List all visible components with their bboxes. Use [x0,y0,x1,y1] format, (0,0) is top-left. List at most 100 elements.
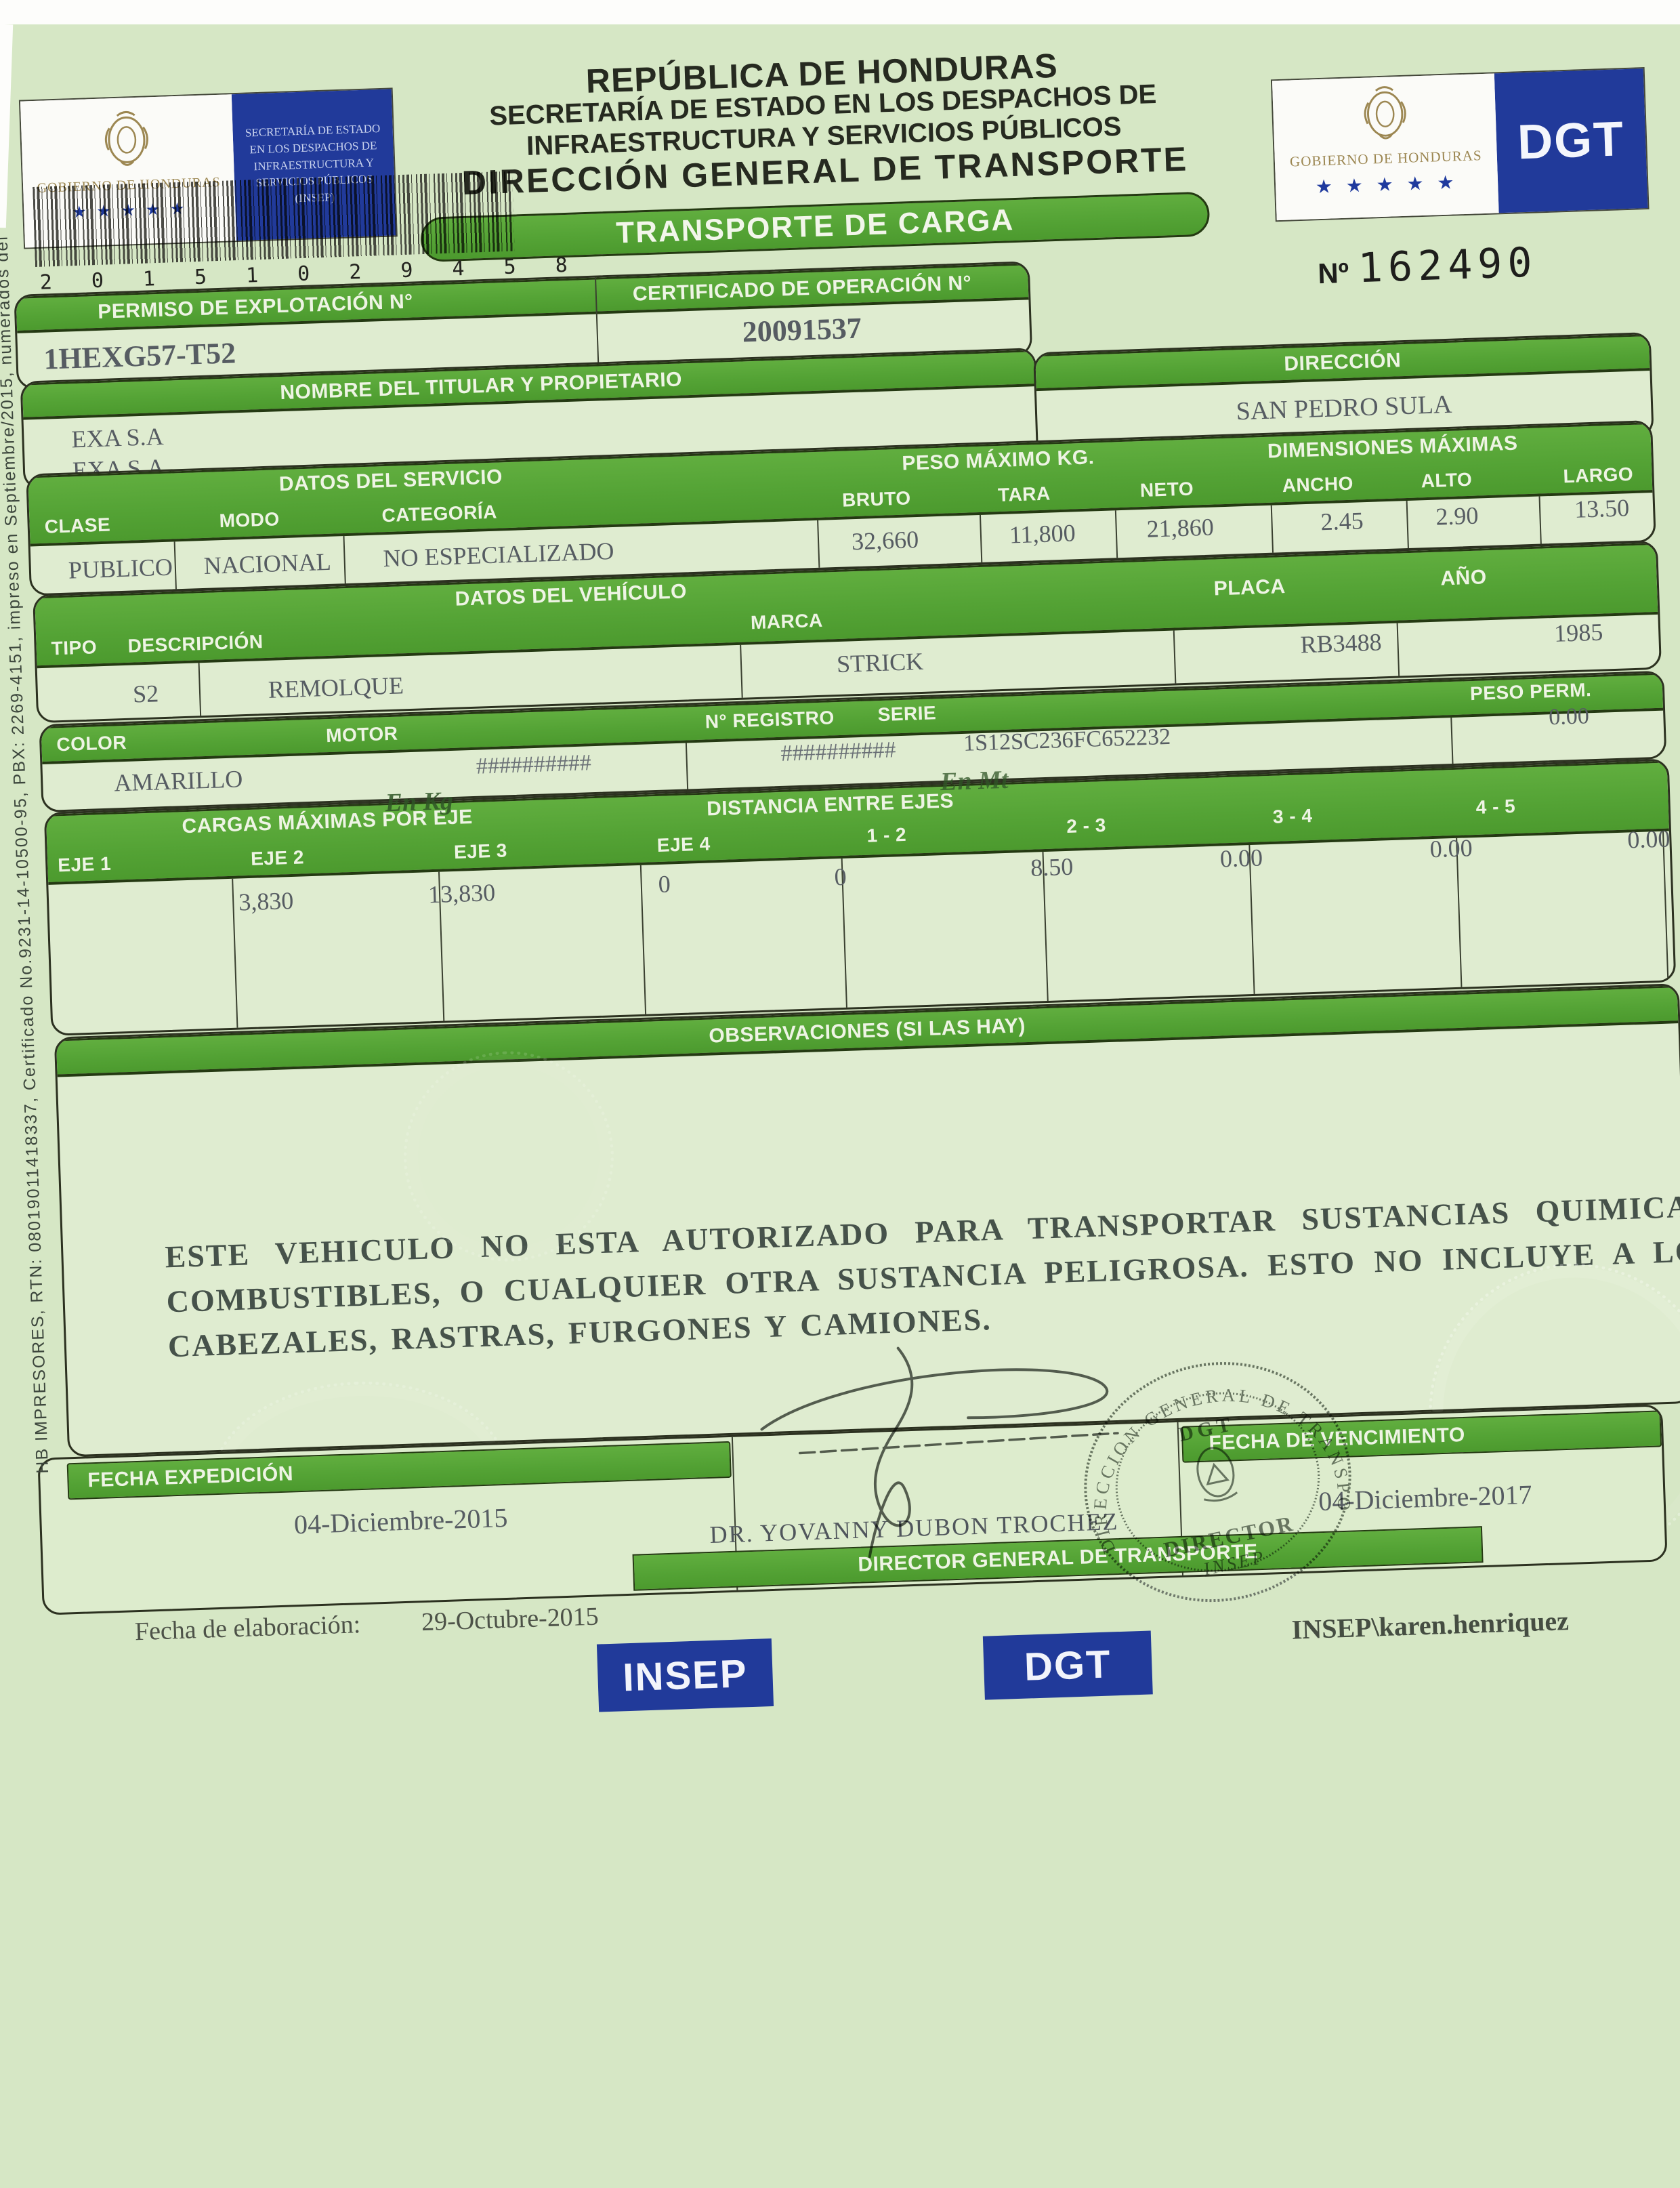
divider [173,541,177,594]
tipo-label: TIPO [51,636,98,659]
modo-label: MODO [219,508,280,532]
categoria-value: NO ESPECIALIZADO [382,537,615,573]
ancho-value: 2.45 [1320,507,1364,536]
logo-right-blue-panel: DGT [1494,68,1648,213]
motor-label: MOTOR [325,722,398,747]
document-number-label: Nº [1317,256,1349,290]
largo-label: LARGO [1563,463,1634,487]
marca-value: STRICK [836,647,924,678]
insep-footer-box: INSEP [596,1638,774,1712]
serie-label: SERIE [877,702,937,726]
divider [343,536,346,588]
divider [1450,718,1454,768]
form-content: REPÚBLICA DE HONDURAS SECRETARÍA DE ESTA… [0,24,1680,2187]
expedicion-value: 04-Diciembre-2015 [293,1502,509,1540]
insep-logo-left: GOBIERNO DE HONDURAS ★ ★ ★ ★ ★ SECRETARÍ… [18,87,398,249]
signature [760,1346,1119,1559]
descripcion-label: DESCRIPCIÓN [127,631,264,657]
divider [1114,510,1118,562]
d23-value: 8.50 [1030,852,1074,882]
user-stamp: INSEP\karen.henriquez [1291,1605,1570,1645]
svg-text:DGT: DGT [1177,1413,1236,1446]
divider [740,644,743,702]
tara-value: 11,800 [1009,519,1076,549]
marca-label: MARCA [750,609,824,634]
titular-value-1: EXA S.A [70,422,165,453]
bruto-value: 32,660 [851,525,919,556]
banner-label: TRANSPORTE DE CARGA [615,203,1015,250]
tipo-value: S2 [132,680,159,708]
tara-label: TARA [997,482,1051,506]
d45-label: 4 - 5 [1475,795,1516,818]
logo-right-dgt-label: DGT [1516,112,1626,170]
logo-left-white-panel: GOBIERNO DE HONDURAS ★ ★ ★ ★ ★ [20,94,236,248]
d45-value: 0.00 [1429,834,1473,863]
banner-transporte-carga: TRANSPORTE DE CARGA [419,191,1211,263]
d12-label: 1 - 2 [866,823,907,846]
d23-label: 2 - 3 [1066,814,1107,837]
honduras-crest-icon [1364,86,1406,140]
d34-label: 3 - 4 [1272,804,1313,827]
eje1-label: EJE 1 [57,852,112,876]
alto-value: 2.90 [1435,501,1479,531]
barcode [33,171,515,267]
alto-label: ALTO [1421,468,1473,492]
elaboracion-value: 29-Octubre-2015 [421,1602,600,1637]
dgt-stamp-icon: DIRECCION GENERAL DE TRANSPORTE DGT DIRE… [1068,1345,1360,1603]
ancho-label: ANCHO [1282,472,1354,497]
modo-value: NACIONAL [203,548,332,579]
placa-label: PLACA [1213,575,1286,600]
divider [685,743,689,793]
dgt-footer-box: DGT [982,1630,1153,1700]
registro-label: N° REGISTRO [705,707,835,732]
eje4-label: EJE 4 [656,833,711,856]
green-paper: REPÚBLICA DE HONDURAS SECRETARÍA DE ESTA… [0,24,1680,2188]
scan-strip-top [0,0,1680,24]
document-number: Nº 162490 [1317,239,1538,293]
divider [1173,630,1177,688]
honduras-crest-icon [104,110,148,166]
peso-perm-label: PESO PERM. [1469,679,1592,705]
anio-label: AÑO [1440,566,1488,590]
dgt-footer-label: DGT [1024,1641,1112,1689]
divider [1396,623,1400,680]
divider [639,865,647,1018]
eje2-label: EJE 2 [250,846,305,869]
neto-value: 21,860 [1146,513,1215,543]
clase-label: CLASE [44,514,111,537]
registro-value: ########## [780,737,897,766]
extra-value: 0.00 [1626,825,1671,854]
color-label: COLOR [56,731,127,756]
placa-value: RB3488 [1299,628,1383,659]
divider [817,520,820,572]
eje4-value: 0 [658,870,671,898]
motor-value: ########## [476,750,592,779]
divider [232,878,238,1032]
insep-footer-label: INSEP [622,1651,749,1699]
dgt-logo-right: GOBIERNO DE HONDURAS ★ ★ ★ ★ ★ DGT [1270,67,1650,222]
elaboracion-label: Fecha de elaboración: [134,1610,361,1647]
logo-right-white-panel: GOBIERNO DE HONDURAS ★ ★ ★ ★ ★ [1272,73,1499,221]
peso-perm-value: 0.00 [1548,703,1590,730]
largo-value: 13.50 [1574,494,1630,523]
unit-en-mt: En Mt [940,765,1009,797]
bruto-label: BRUTO [841,487,912,511]
eje3-value: 13,830 [427,878,496,909]
document-number-value: 162490 [1357,239,1538,293]
d34-value: 0.00 [1219,844,1263,873]
divider [198,663,202,720]
divider [1270,505,1274,557]
eje2-value: 3,830 [238,886,294,916]
divider [1662,831,1669,985]
logo-right-gov-text: GOBIERNO DE HONDURAS [1289,147,1482,170]
neto-label: NETO [1139,478,1194,501]
certificado-value: 20091537 [742,311,862,349]
anio-value: 1985 [1553,618,1603,647]
descripcion-value: REMOLQUE [268,672,404,703]
divider [1406,501,1410,553]
d12-value: 0 [833,863,847,891]
eje3-label: EJE 3 [453,840,508,863]
divider [1538,496,1542,548]
divider [979,514,983,566]
logo-right-stars: ★ ★ ★ ★ ★ [1315,171,1458,198]
